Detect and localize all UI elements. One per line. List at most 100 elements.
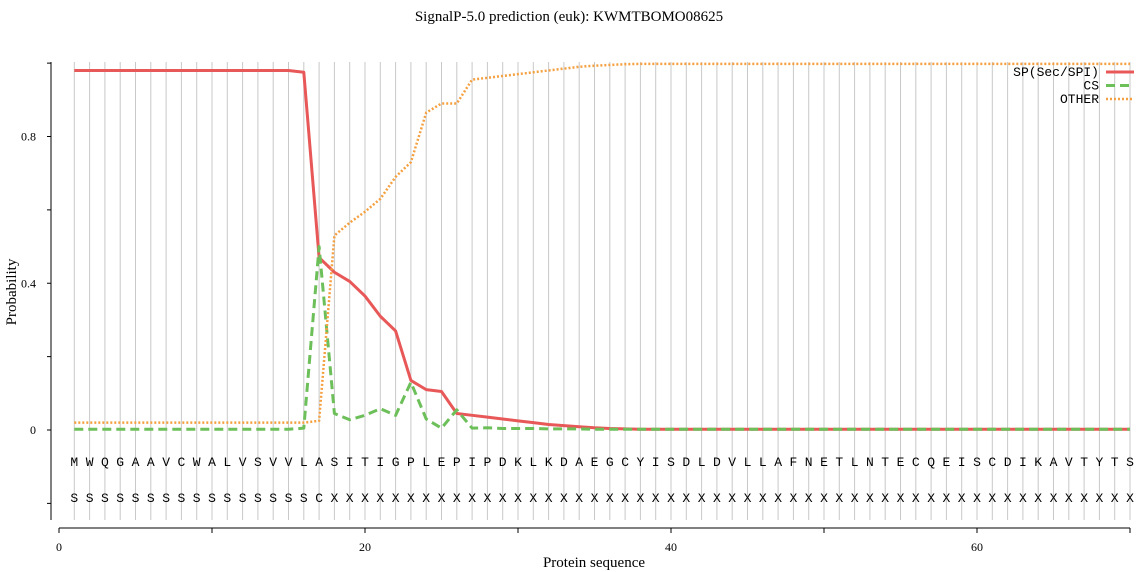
annotation-label: X [346,491,354,506]
sequence-residue: I [652,455,660,470]
series-group [74,62,1130,431]
annotation-label: S [223,491,231,506]
annotation-label: X [942,491,950,506]
x-tick-label: 0 [56,540,62,554]
sequence-residue: G [392,455,400,470]
annotation-label: X [713,491,721,506]
chart-title: SignalP-5.0 prediction (euk): KWMTBOMO08… [415,9,723,25]
y-tick-label: 0 [30,423,36,437]
annotation-label: X [866,491,874,506]
sequence-residue: I [1019,455,1027,470]
sequence-residue: S [1126,455,1134,470]
annotation-label: X [667,491,675,506]
sequence-residue: P [483,455,491,470]
sequence-residue: K [545,455,553,470]
sequence-residue: M [70,455,78,470]
sequence-residue: C [621,455,629,470]
sequence-residue: L [300,455,308,470]
annotation-label: X [881,491,889,506]
annotation-label: X [805,491,813,506]
annotation-label: X [468,491,476,506]
annotation-label: S [208,491,216,506]
series-line-other [74,62,1130,424]
annotation-label: X [1111,491,1119,506]
sequence-residue: E [591,455,599,470]
annotation-label: X [330,491,338,506]
sequence-residue: S [330,455,338,470]
sequence-residue: I [346,455,354,470]
sequence-residue: D [499,455,507,470]
sequence-residue: Y [1095,455,1103,470]
sequence-residue: T [835,455,843,470]
sequence-residue: F [789,455,797,470]
annotation-label: S [70,491,78,506]
sequence-residue: Y [636,455,644,470]
sequence-residue: V [269,455,277,470]
annotation-label: X [422,491,430,506]
annotation-label: X [392,491,400,506]
annotation-label: S [193,491,201,506]
sequence-residue: E [897,455,905,470]
annotation-label: X [774,491,782,506]
sequence-residue: L [744,455,752,470]
annotation-label: X [1004,491,1012,506]
annotation-label: X [1080,491,1088,506]
y-axis-label: Probability [4,258,20,325]
grid [73,62,1131,520]
annotation-label: S [132,491,140,506]
annotation-label: X [636,491,644,506]
sequence-residue: K [514,455,522,470]
sequence-residue: V [285,455,293,470]
annotation-label: X [1034,491,1042,506]
sequence-residue: D [713,455,721,470]
annotation-label: S [269,491,277,506]
sequence-residue: D [1004,455,1012,470]
annotation-label: X [361,491,369,506]
x-tick-label: 20 [359,540,371,554]
annotation-label: X [545,491,553,506]
sequence-residue: A [147,455,155,470]
annotation-label: X [453,491,461,506]
sequence-residue: C [988,455,996,470]
sequence-residue: D [560,455,568,470]
x-tick-label: 40 [665,540,677,554]
annotation-label: X [835,491,843,506]
annotation-label: X [606,491,614,506]
annotation-label: X [652,491,660,506]
sequence-residue: T [881,455,889,470]
annotation-label: S [162,491,170,506]
annotation-label: S [239,491,247,506]
series-line-sp-sec-spi [74,68,1130,431]
annotation-label: X [744,491,752,506]
sequence-residue: A [132,455,140,470]
annotation-label: X [529,491,537,506]
sequence-residue: V [728,455,736,470]
sequence-residue: Q [927,455,935,470]
sequence-residue: A [315,455,323,470]
sequence-residue: E [820,455,828,470]
annotation-label: X [483,491,491,506]
sequence-residue: W [193,455,201,470]
annotation-label: C [315,491,323,506]
sequence-residue: T [1111,455,1119,470]
sequence-residue: A [774,455,782,470]
annotation-label: X [682,491,690,506]
sequence-residue: V [1065,455,1073,470]
sequence-residue: C [912,455,920,470]
annotation-label: X [438,491,446,506]
sequence-residue: E [942,455,950,470]
annotation-label: S [147,491,155,506]
sequence-residue: K [1034,455,1042,470]
annotation-label: X [1126,491,1134,506]
annotation-label: X [499,491,507,506]
x-axis-label: Protein sequence [543,555,645,571]
annotation-label: X [1019,491,1027,506]
annotation-label: X [851,491,859,506]
sequence-residue: P [453,455,461,470]
annotation-label: X [897,491,905,506]
annotation-label: S [285,491,293,506]
legend-label: OTHER [1060,92,1099,107]
annotation-label: X [1050,491,1058,506]
sequence-residue: D [682,455,690,470]
